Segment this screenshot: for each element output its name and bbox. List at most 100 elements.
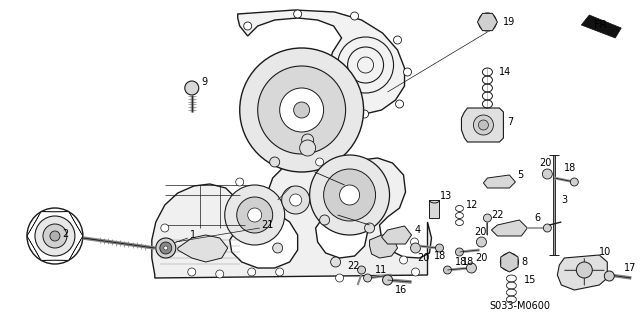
Circle shape — [240, 48, 364, 172]
Text: 18: 18 — [454, 257, 467, 267]
Circle shape — [467, 263, 476, 273]
Circle shape — [282, 186, 310, 214]
Circle shape — [504, 257, 515, 267]
Polygon shape — [429, 200, 440, 218]
Text: 11: 11 — [374, 265, 387, 275]
Text: 20: 20 — [476, 253, 488, 263]
Circle shape — [248, 208, 262, 222]
Text: 18: 18 — [564, 163, 577, 173]
Polygon shape — [483, 175, 515, 188]
Circle shape — [410, 238, 419, 246]
Polygon shape — [381, 226, 412, 244]
Text: 8: 8 — [522, 257, 527, 267]
Circle shape — [258, 66, 346, 154]
Text: 12: 12 — [465, 200, 478, 210]
Polygon shape — [581, 15, 621, 38]
Circle shape — [216, 270, 224, 278]
Circle shape — [27, 208, 83, 264]
Polygon shape — [69, 212, 83, 236]
Circle shape — [244, 22, 252, 30]
Circle shape — [319, 215, 330, 225]
Text: 10: 10 — [599, 247, 612, 257]
Circle shape — [50, 231, 60, 241]
Circle shape — [300, 140, 316, 156]
Circle shape — [331, 257, 340, 267]
Circle shape — [331, 104, 339, 112]
Circle shape — [310, 155, 390, 235]
Circle shape — [43, 224, 67, 248]
Text: 1: 1 — [190, 230, 196, 240]
Circle shape — [166, 248, 174, 256]
Circle shape — [394, 36, 401, 44]
Polygon shape — [500, 252, 518, 272]
Text: 20: 20 — [474, 227, 487, 237]
Circle shape — [324, 169, 376, 221]
Text: 18: 18 — [433, 251, 445, 261]
Circle shape — [444, 266, 451, 274]
Circle shape — [604, 271, 614, 281]
Polygon shape — [178, 235, 228, 262]
Circle shape — [188, 268, 196, 276]
Text: 15: 15 — [524, 275, 537, 285]
Circle shape — [360, 110, 369, 118]
Text: 20: 20 — [540, 158, 552, 168]
Text: 19: 19 — [504, 17, 516, 27]
Circle shape — [543, 224, 551, 232]
Text: 2: 2 — [62, 229, 68, 239]
Circle shape — [340, 185, 360, 205]
Polygon shape — [492, 220, 527, 236]
Circle shape — [474, 115, 493, 135]
Circle shape — [237, 197, 273, 233]
Circle shape — [479, 120, 488, 130]
Circle shape — [335, 274, 344, 282]
Circle shape — [435, 244, 444, 252]
Text: FR.: FR. — [595, 20, 612, 30]
Circle shape — [570, 178, 579, 186]
Circle shape — [410, 243, 420, 253]
Circle shape — [476, 237, 486, 247]
Polygon shape — [237, 10, 404, 114]
Circle shape — [276, 268, 284, 276]
Circle shape — [500, 253, 518, 271]
Text: 3: 3 — [561, 195, 568, 205]
Circle shape — [273, 243, 283, 253]
Polygon shape — [557, 255, 607, 290]
Circle shape — [483, 17, 492, 27]
Circle shape — [301, 134, 314, 146]
Circle shape — [35, 216, 75, 256]
Polygon shape — [461, 108, 504, 142]
Polygon shape — [27, 236, 41, 260]
Circle shape — [280, 88, 324, 132]
Text: 4: 4 — [415, 225, 420, 235]
Circle shape — [351, 12, 358, 20]
Circle shape — [294, 10, 301, 18]
Circle shape — [316, 158, 324, 166]
Polygon shape — [27, 212, 41, 236]
Polygon shape — [69, 236, 83, 260]
Circle shape — [225, 185, 285, 245]
Text: 9: 9 — [202, 77, 208, 87]
Text: 21: 21 — [262, 220, 274, 230]
Circle shape — [160, 242, 172, 254]
Text: 22: 22 — [492, 210, 504, 220]
Text: S033-M0600: S033-M0600 — [490, 301, 550, 311]
Text: 5: 5 — [517, 170, 524, 180]
Circle shape — [365, 223, 374, 233]
Circle shape — [156, 238, 176, 258]
Circle shape — [404, 68, 412, 76]
Text: 7: 7 — [508, 117, 514, 127]
Text: 13: 13 — [440, 191, 452, 201]
Polygon shape — [369, 235, 397, 258]
Circle shape — [269, 157, 280, 167]
Circle shape — [412, 268, 419, 276]
Circle shape — [185, 81, 199, 95]
Circle shape — [456, 248, 463, 256]
Text: 20: 20 — [417, 253, 430, 263]
Circle shape — [542, 169, 552, 179]
Circle shape — [479, 13, 497, 31]
Circle shape — [161, 224, 169, 232]
Text: 16: 16 — [394, 285, 407, 295]
Circle shape — [248, 268, 256, 276]
Text: 18: 18 — [461, 257, 474, 267]
Circle shape — [383, 275, 392, 285]
